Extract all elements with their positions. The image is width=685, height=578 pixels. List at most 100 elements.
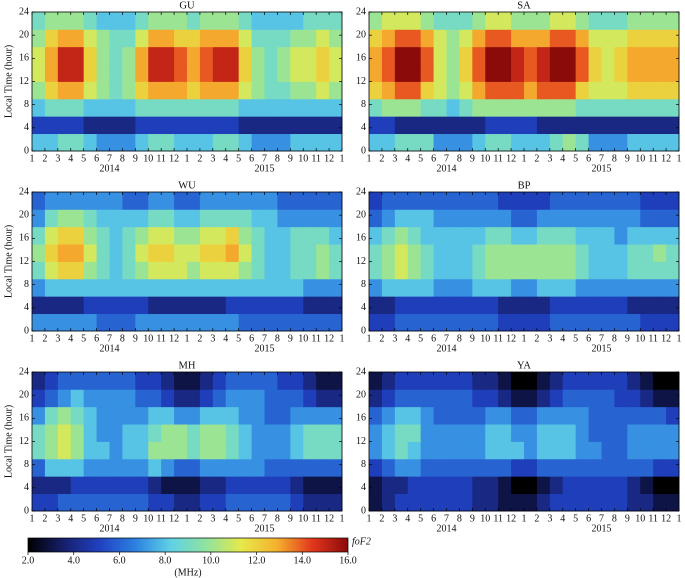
heat-cell [329, 372, 343, 390]
heat-cell [290, 133, 304, 152]
x-tick-label: 6 [249, 153, 254, 164]
x-tick-label: 1 [185, 513, 190, 524]
heat-cell [32, 476, 46, 495]
heat-cell [666, 226, 680, 245]
heat-cell [627, 98, 641, 117]
heat-cell [524, 133, 538, 152]
heat-cell [369, 458, 383, 477]
heat-cell [536, 81, 551, 100]
year-label: 2014 [437, 163, 457, 174]
x-tick-label: 2 [197, 333, 202, 344]
heat-cell [588, 192, 602, 210]
heat-cell [601, 296, 615, 315]
heat-cell [251, 12, 265, 30]
heat-cell [562, 81, 577, 100]
panel-title: GU [179, 0, 195, 11]
heat-cell [212, 476, 227, 495]
heat-cell [549, 441, 564, 460]
heat-cell [640, 458, 654, 477]
heat-cell [251, 458, 265, 477]
heat-cell [601, 389, 615, 408]
heat-cell [238, 372, 252, 390]
heat-cell [485, 313, 499, 332]
heat-cell [174, 98, 188, 117]
heat-cell [238, 133, 252, 152]
heat-cell [238, 12, 252, 30]
heat-cell [446, 12, 460, 30]
x-tick-label: 1 [677, 513, 682, 524]
heat-cell [316, 12, 330, 30]
heat-cell [640, 116, 654, 135]
heat-cell [264, 192, 278, 210]
heat-cell [549, 226, 564, 245]
heat-cell [199, 441, 214, 460]
heat-cell [212, 406, 227, 425]
y-tick-label: 20 [19, 29, 29, 40]
heat-cell [212, 244, 227, 262]
heat-cell [122, 441, 136, 460]
heat-cell [277, 278, 291, 297]
heat-cell [666, 29, 680, 48]
heat-cell [575, 64, 589, 82]
y-tick-label: 16 [356, 233, 366, 244]
heat-cell [485, 29, 499, 48]
heat-cell [316, 209, 330, 228]
heat-cell [212, 209, 227, 228]
heat-cell [562, 313, 577, 332]
heat-cell [498, 278, 512, 297]
heat-cell [148, 372, 162, 390]
heat-cell [562, 29, 577, 48]
heat-cell [459, 226, 473, 245]
heat-cell [498, 226, 512, 245]
heat-cell [212, 372, 227, 390]
heat-cell [32, 424, 46, 442]
heat-cell [472, 424, 486, 442]
heat-cell [407, 46, 422, 65]
heat-cell [601, 406, 615, 425]
heat-cell [264, 261, 278, 280]
x-tick-label: 9 [288, 153, 293, 164]
heat-cell [666, 64, 680, 82]
heat-cell [653, 372, 667, 390]
x-tick-label: 1 [30, 513, 35, 524]
heat-cell [588, 81, 602, 100]
heat-cell [420, 389, 434, 408]
heat-cell [174, 372, 188, 390]
heat-cell [549, 313, 564, 332]
x-tick-label: 4 [68, 153, 73, 164]
heat-cell [524, 98, 538, 117]
heat-cell [225, 261, 240, 280]
heat-cell [316, 98, 330, 117]
heat-cell [212, 116, 227, 135]
heat-cell [251, 313, 265, 332]
heat-cell [666, 424, 680, 442]
x-tick-label: 7 [599, 513, 604, 524]
heat-cell [381, 98, 396, 117]
heat-cell [277, 209, 291, 228]
heat-cell [109, 209, 123, 228]
heat-cell [627, 313, 641, 332]
x-tick-label: 12 [324, 153, 334, 164]
heat-cell [57, 493, 72, 512]
heat-cell [70, 296, 85, 315]
x-tick-label: 3 [55, 333, 60, 344]
heat-cell [161, 81, 175, 100]
heat-cell [433, 29, 447, 48]
heat-cell [264, 389, 278, 408]
x-tick-label: 8 [457, 153, 462, 164]
heat-cell [316, 46, 330, 65]
heat-cell [57, 296, 72, 315]
heat-cell [187, 441, 201, 460]
heat-cell [588, 133, 602, 152]
y-tick-label: 20 [19, 389, 29, 400]
heat-cell [369, 278, 383, 297]
heat-cell [627, 226, 641, 245]
heat-cell [446, 313, 460, 332]
heat-cell [369, 372, 383, 390]
heat-cell [601, 12, 615, 30]
y-tick-label: 8 [24, 279, 29, 290]
x-tick-label: 6 [431, 333, 436, 344]
heat-cell [187, 133, 201, 152]
heat-cell [511, 296, 525, 315]
heat-cell [264, 313, 278, 332]
